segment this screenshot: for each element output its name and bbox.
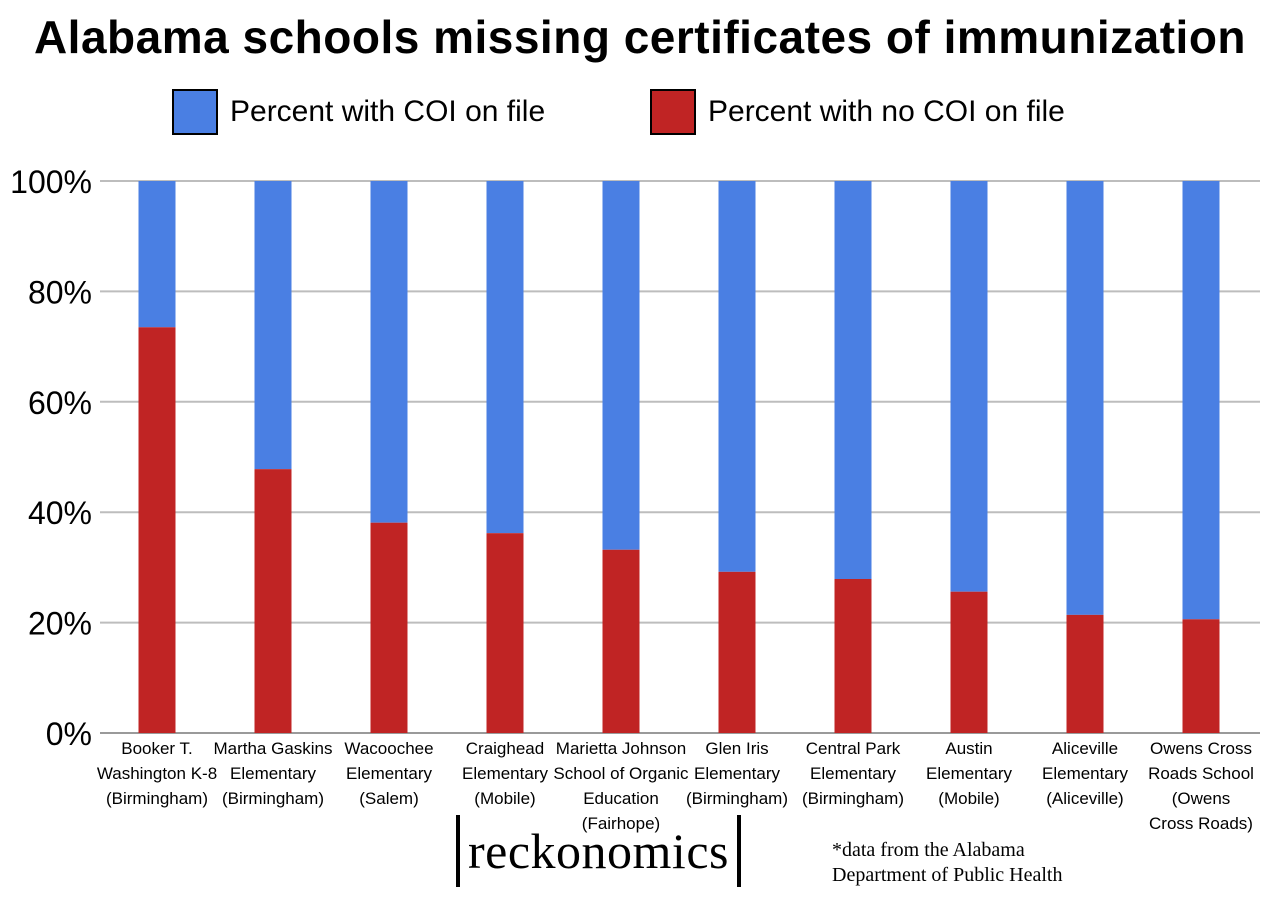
x-tick-label: Elementary [926,764,1012,783]
bar-no-coi [602,549,640,733]
bar-coi [486,181,524,534]
x-tick-label: Martha Gaskins [213,739,332,758]
x-tick-label: Craighead [466,739,544,758]
source-line-1: *data from the Alabama [832,839,1025,861]
bar-no-coi [486,533,524,733]
x-tick-label: Washington K-8 [97,764,217,783]
bar-no-coi [370,522,408,733]
bar-coi [1066,181,1104,615]
legend-item-coi: Percent with COI on file [172,86,545,138]
bar-coi [950,181,988,592]
legend-item-no-coi: Percent with no COI on file [650,86,1065,138]
x-tick-label: Glen Iris [705,739,768,758]
x-tick-label: Marietta Johnson [556,739,686,758]
y-tick-label: 20% [28,606,92,642]
legend: Percent with COI on file Percent with no… [0,86,1280,138]
x-tick-label: Elementary [694,764,780,783]
y-tick-label: 0% [46,716,92,752]
logo-left-rule [456,815,460,887]
bar-coi [1182,181,1220,620]
legend-label-no-coi: Percent with no COI on file [708,95,1065,128]
x-tick-label: (Salem) [359,789,419,808]
x-tick-label: Elementary [346,764,432,783]
x-tick-label: Owens Cross [1150,739,1252,758]
bar-no-coi [254,469,292,733]
x-tick-label: (Birmingham) [222,789,324,808]
x-tick-label: Roads School [1148,764,1254,783]
bar-coi [602,181,640,550]
legend-swatch-no-coi [650,89,696,135]
reckonomics-logo: reckonomics [456,815,741,887]
source-line-2: Department of Public Health [832,864,1063,886]
x-tick-label: (Birmingham) [802,789,904,808]
logo-right-rule [736,815,741,887]
legend-label-coi: Percent with COI on file [230,95,546,128]
x-tick-label: (Mobile) [938,789,999,808]
bar-no-coi [834,578,872,733]
y-tick-label: 60% [28,385,92,421]
x-tick-label: (Mobile) [474,789,535,808]
x-tick-label: Austin [945,739,992,758]
x-tick-label: (Fairhope) [582,814,660,833]
x-tick-label: Elementary [230,764,316,783]
x-tick-label: Booker T. [121,739,193,758]
x-tick-label: (Birmingham) [106,789,208,808]
x-tick-label: Cross Roads) [1149,814,1253,833]
x-tick-label: Aliceville [1052,739,1118,758]
y-tick-label: 80% [28,274,92,310]
logo-text: reckonomics [468,823,729,879]
y-tick-label: 100% [10,164,92,200]
bar-coi [834,181,872,579]
x-tick-label: (Owens [1172,789,1231,808]
x-tick-label: (Aliceville) [1046,789,1123,808]
x-tick-label: Elementary [1042,764,1128,783]
x-tick-label: Elementary [462,764,548,783]
legend-swatch-coi [172,89,218,135]
x-tick-label: Central Park [806,739,901,758]
bar-no-coi [950,591,988,733]
x-tick-label: (Birmingham) [686,789,788,808]
bar-coi [254,181,292,470]
bar-coi [370,181,408,523]
x-tick-label: Education [583,789,659,808]
bar-no-coi [138,327,176,733]
x-tick-label: School of Organic [553,764,689,783]
source-note: *data from the Alabama Department of Pub… [832,838,1063,888]
bar-no-coi [1066,614,1104,733]
x-tick-label: Elementary [810,764,896,783]
x-tick-label: Wacoochee [344,739,433,758]
bar-no-coi [718,571,756,733]
chart-title: Alabama schools missing certificates of … [33,11,1247,63]
bar-coi [718,181,756,572]
y-tick-label: 40% [28,495,92,531]
bar-coi [138,181,176,328]
bar-no-coi [1182,619,1220,733]
